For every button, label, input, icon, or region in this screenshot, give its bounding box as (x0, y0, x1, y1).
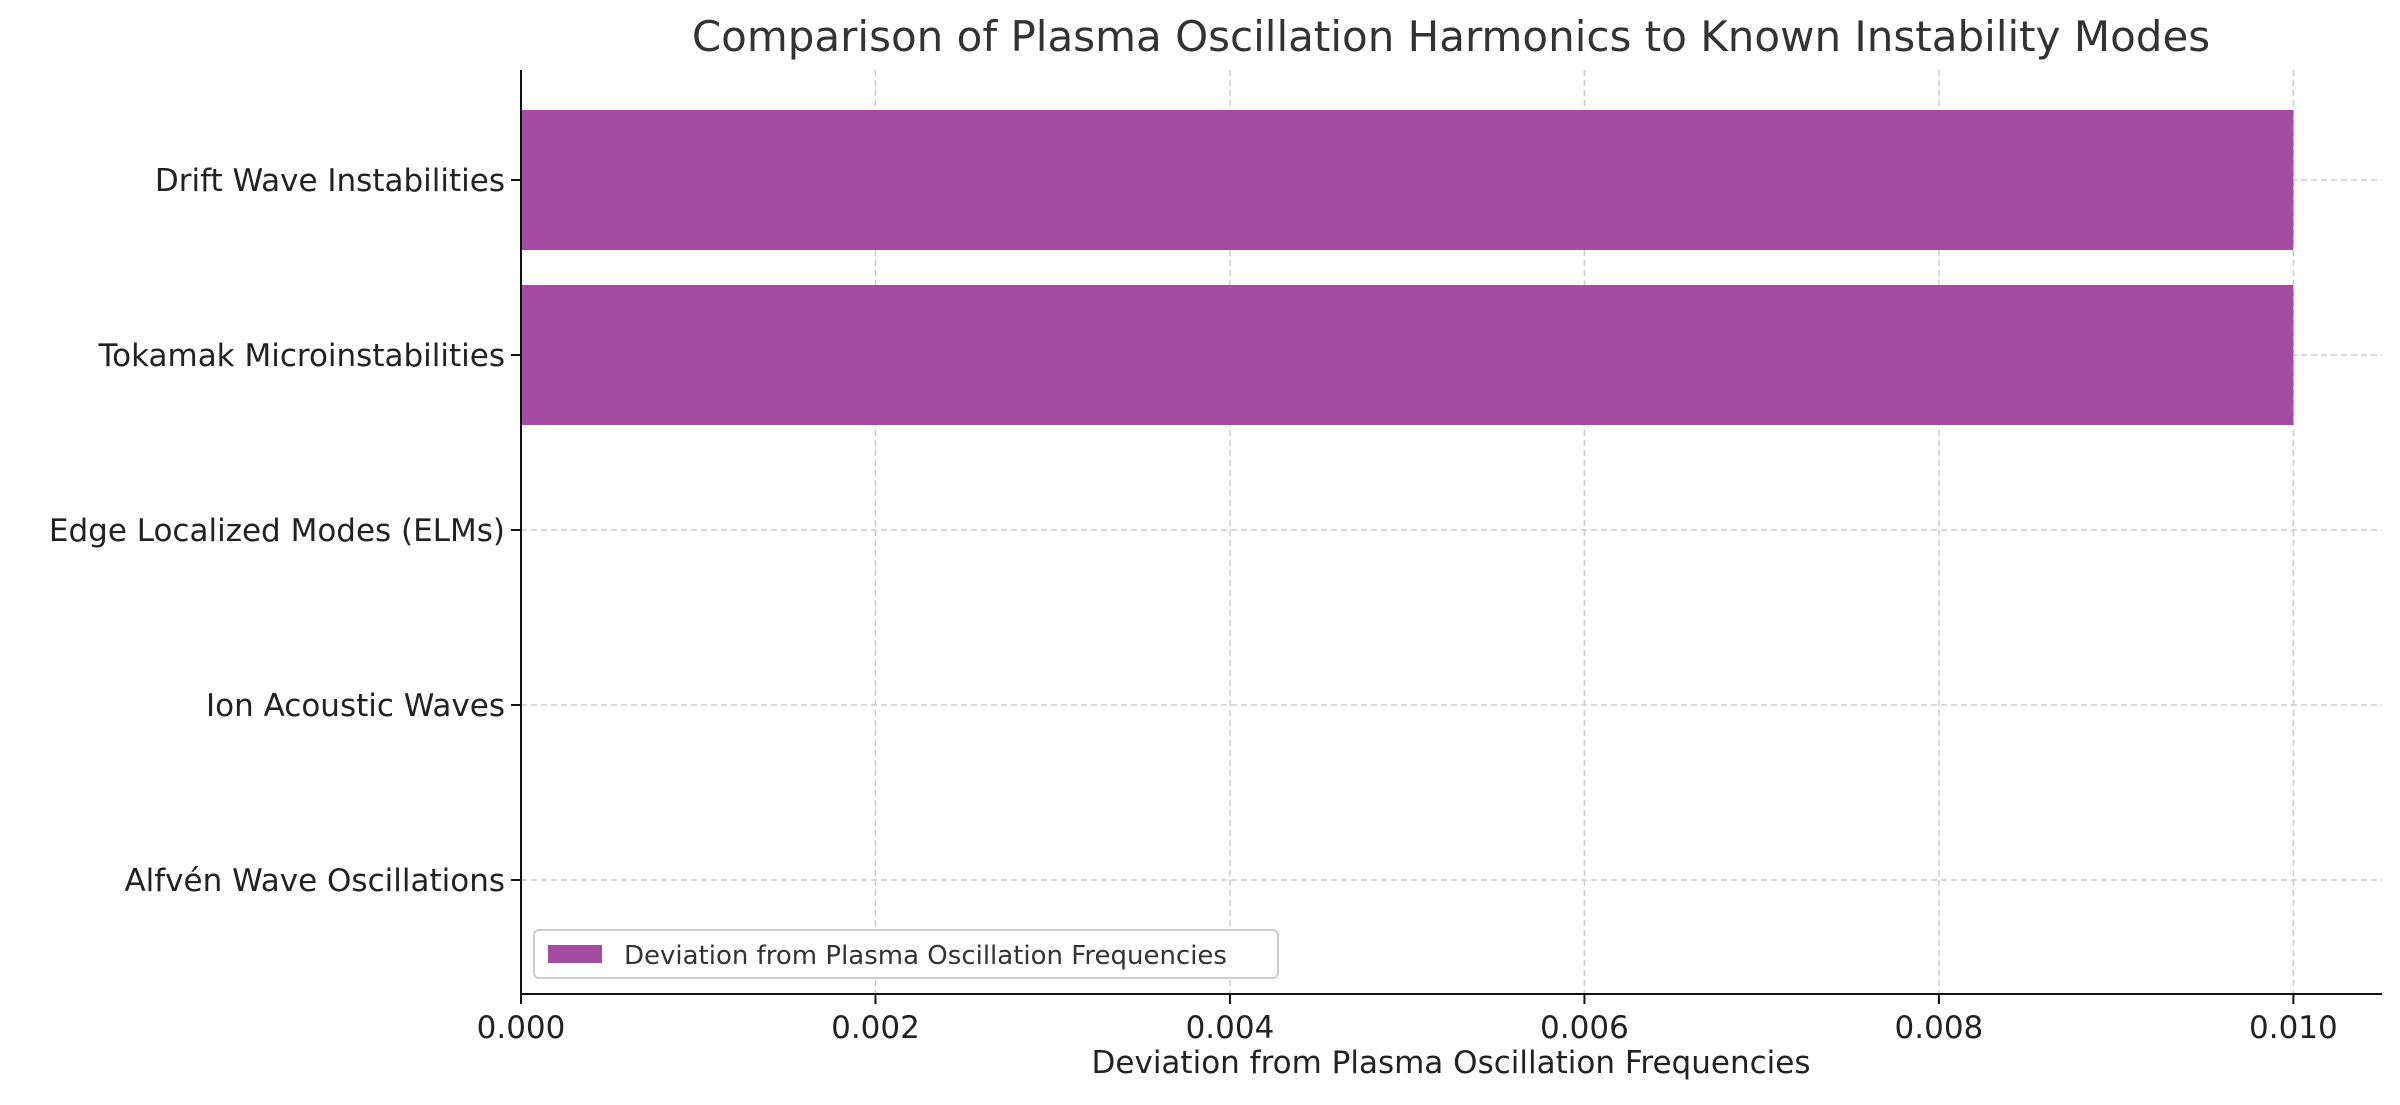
x-axis-label: Deviation from Plasma Oscillation Freque… (1092, 1045, 1811, 1081)
x-tick-label: 0.008 (1895, 1010, 1984, 1046)
legend-swatch (548, 945, 602, 963)
chart-title: Comparison of Plasma Oscillation Harmoni… (692, 12, 2210, 61)
x-tick-label: 0.010 (2249, 1010, 2338, 1046)
legend-label: Deviation from Plasma Oscillation Freque… (624, 941, 1227, 971)
y-tick-label: Edge Localized Modes (ELMs) (49, 513, 505, 549)
bar (521, 110, 2294, 250)
x-ticks: 0.000 0.002 0.004 0.006 0.008 0.010 (477, 994, 2338, 1046)
y-tick-label: Drift Wave Instabilities (155, 163, 505, 199)
legend-frame (533, 929, 1279, 979)
x-tick-label: 0.000 (477, 1010, 566, 1046)
x-tick-label: 0.006 (1540, 1010, 1629, 1046)
x-tick-label: 0.002 (831, 1010, 920, 1046)
y-tick-label: Alfvén Wave Oscillations (124, 863, 505, 899)
x-tick-label: 0.004 (1186, 1010, 1275, 1046)
y-ticks: Alfvén Wave Oscillations Ion Acoustic Wav… (49, 163, 521, 899)
axes (520, 70, 2382, 995)
legend: Deviation from Plasma Oscillation Freque… (533, 929, 1279, 979)
y-tick-label: Tokamak Microinstabilities (97, 338, 505, 374)
y-tick-label: Ion Acoustic Waves (206, 688, 505, 724)
bar (521, 285, 2294, 425)
bars (521, 110, 2294, 425)
